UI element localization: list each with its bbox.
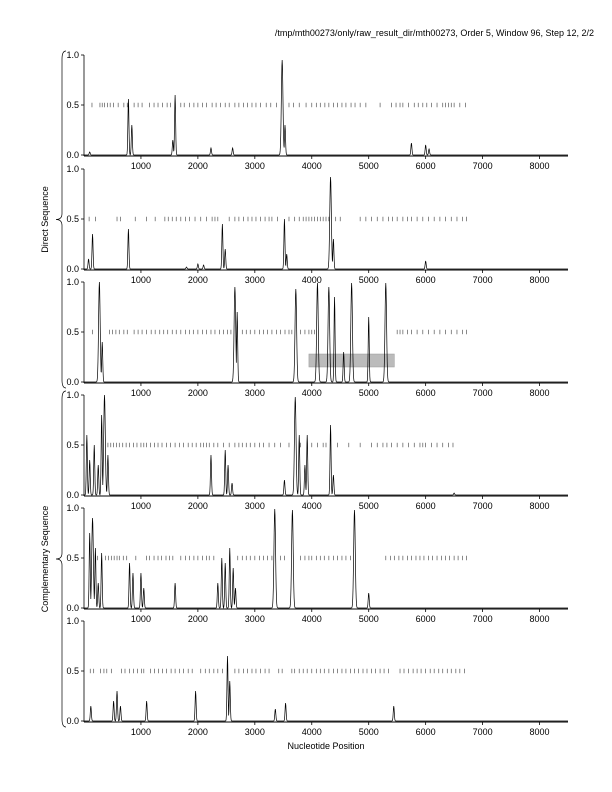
y-tick-label: 1.0 bbox=[66, 50, 79, 60]
x-tick-label: 4000 bbox=[302, 614, 322, 624]
x-tick-label: 2000 bbox=[188, 614, 208, 624]
group-label: Complementary Sequence bbox=[40, 506, 50, 613]
panel-frame-1: 0.0 0.5 1.0 1000 2000 3000 4000 5000 6000 7000 800… bbox=[66, 50, 568, 171]
x-tick-label: 4000 bbox=[302, 161, 322, 171]
y-tick-label: 0.0 bbox=[66, 490, 79, 500]
x-tick-label: 7000 bbox=[473, 275, 493, 285]
y-tick-label: 0.5 bbox=[66, 100, 79, 110]
x-tick-label: 8000 bbox=[530, 501, 550, 511]
x-tick-label: 7000 bbox=[473, 614, 493, 624]
x-tick-label: 5000 bbox=[359, 614, 379, 624]
panel-frame-3: 0.0 0.5 1.0 1000 2000 3000 4000 5000 6000 7000 800… bbox=[66, 277, 568, 398]
y-tick-label: 0.5 bbox=[66, 553, 79, 563]
x-tick-label: 8000 bbox=[530, 727, 550, 737]
y-tick-label: 0.0 bbox=[66, 264, 79, 274]
x-tick-label: 6000 bbox=[416, 275, 436, 285]
x-tick-label: 4000 bbox=[302, 275, 322, 285]
x-tick-label: 3000 bbox=[245, 727, 265, 737]
coding-probability-line bbox=[84, 394, 568, 496]
x-tick-label: 6000 bbox=[416, 161, 436, 171]
x-tick-label: 6000 bbox=[416, 614, 436, 624]
x-tick-label: 7000 bbox=[473, 727, 493, 737]
x-tick-label: 3000 bbox=[245, 161, 265, 171]
x-tick-label: 4000 bbox=[302, 501, 322, 511]
y-tick-label: 1.0 bbox=[66, 616, 79, 626]
x-tick-label: 8000 bbox=[530, 614, 550, 624]
coding-probability-line bbox=[84, 281, 568, 383]
x-tick-label: 2000 bbox=[188, 388, 208, 398]
x-tick-label: 5000 bbox=[359, 275, 379, 285]
group-bracket bbox=[55, 390, 67, 728]
coding-probability-line bbox=[84, 508, 568, 609]
panel-frame-6: 0.0 0.5 1.0 1000 2000 3000 4000 5000 6000 7000 800… bbox=[66, 616, 568, 737]
x-tick-label: 5000 bbox=[359, 501, 379, 511]
x-tick-label: 8000 bbox=[530, 161, 550, 171]
x-tick-label: 3000 bbox=[245, 275, 265, 285]
orf-bar bbox=[308, 353, 395, 368]
x-axis-label: Nucleotide Position bbox=[287, 741, 364, 751]
x-tick-label: 3000 bbox=[245, 614, 265, 624]
panel-frame-4: 0.0 0.5 1.0 1000 2000 3000 4000 5000 6000 7000 800… bbox=[66, 390, 568, 511]
x-tick-label: 6000 bbox=[416, 388, 436, 398]
group-label: Direct Sequence bbox=[40, 186, 50, 253]
y-tick-label: 1.0 bbox=[66, 503, 79, 513]
x-tick-label: 7000 bbox=[473, 388, 493, 398]
coding-probability-line bbox=[84, 59, 568, 156]
x-tick-label: 2000 bbox=[188, 275, 208, 285]
x-tick-label: 4000 bbox=[302, 388, 322, 398]
x-tick-label: 7000 bbox=[473, 161, 493, 171]
y-tick-label: 0.0 bbox=[66, 716, 79, 726]
x-tick-label: 1000 bbox=[131, 501, 151, 511]
x-tick-label: 4000 bbox=[302, 727, 322, 737]
x-tick-label: 3000 bbox=[245, 501, 265, 511]
y-tick-label: 1.0 bbox=[66, 277, 79, 287]
x-tick-label: 5000 bbox=[359, 727, 379, 737]
x-tick-label: 1000 bbox=[131, 727, 151, 737]
x-tick-label: 3000 bbox=[245, 388, 265, 398]
coding-probability-line bbox=[84, 655, 568, 722]
x-tick-label: 2000 bbox=[188, 161, 208, 171]
x-tick-label: 6000 bbox=[416, 727, 436, 737]
y-tick-label: 0.5 bbox=[66, 666, 79, 676]
x-tick-label: 1000 bbox=[131, 275, 151, 285]
x-tick-label: 5000 bbox=[359, 388, 379, 398]
sequence-group-brackets: Direct Sequence Complementary Sequence bbox=[40, 50, 67, 728]
x-tick-label: 1000 bbox=[131, 388, 151, 398]
y-tick-label: 1.0 bbox=[66, 164, 79, 174]
x-tick-label: 1000 bbox=[131, 161, 151, 171]
y-tick-label: 0.0 bbox=[66, 603, 79, 613]
coding-probability-line bbox=[84, 176, 568, 270]
x-tick-label: 7000 bbox=[473, 501, 493, 511]
x-tick-label: 5000 bbox=[359, 161, 379, 171]
y-tick-label: 0.5 bbox=[66, 327, 79, 337]
x-tick-label: 6000 bbox=[416, 501, 436, 511]
group-bracket bbox=[55, 50, 67, 389]
y-tick-label: 0.0 bbox=[66, 377, 79, 387]
x-tick-label: 8000 bbox=[530, 388, 550, 398]
y-tick-label: 0.5 bbox=[66, 440, 79, 450]
x-tick-label: 8000 bbox=[530, 275, 550, 285]
x-tick-label: 2000 bbox=[188, 727, 208, 737]
x-tick-label: 2000 bbox=[188, 501, 208, 511]
y-tick-label: 1.0 bbox=[66, 390, 79, 400]
x-tick-label: 1000 bbox=[131, 614, 151, 624]
panel-frame-5: 0.0 0.5 1.0 1000 2000 3000 4000 5000 6000 7000 800… bbox=[66, 503, 568, 624]
figure-header: /tmp/mth00273/only/raw_result_dir/mth002… bbox=[275, 28, 594, 38]
y-tick-label: 0.0 bbox=[66, 150, 79, 160]
y-tick-label: 0.5 bbox=[66, 214, 79, 224]
frame-panels: 0.0 0.5 1.0 1000 2000 3000 4000 5000 6000 7000 800… bbox=[66, 50, 568, 737]
panel-frame-2: 0.0 0.5 1.0 1000 2000 3000 4000 5000 6000 7000 800… bbox=[66, 164, 568, 285]
